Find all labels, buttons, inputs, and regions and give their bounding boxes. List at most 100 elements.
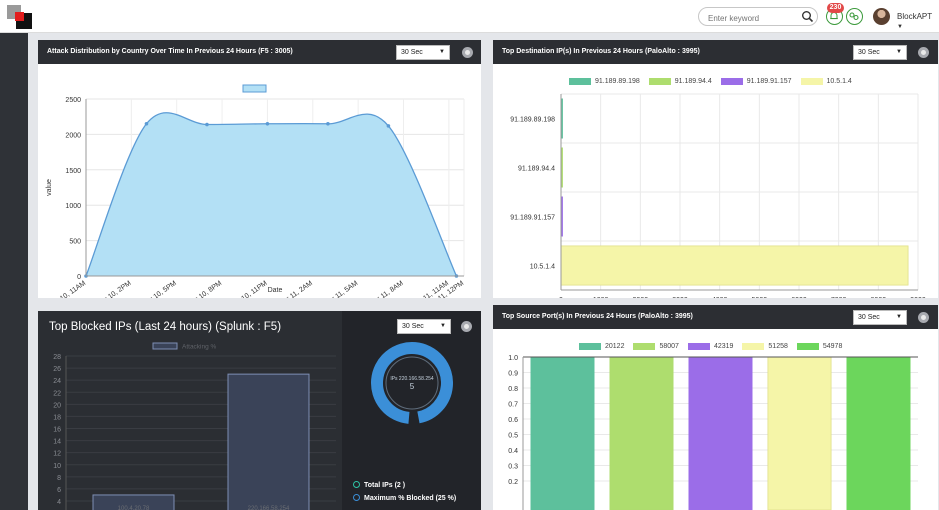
refresh-select[interactable]: 30 Sec ▼ bbox=[853, 45, 907, 60]
legend-label: 91.189.94.4 bbox=[674, 78, 712, 85]
legend-swatch bbox=[633, 343, 656, 350]
area-fill bbox=[86, 112, 457, 276]
y-tick-label: 0.9 bbox=[508, 371, 518, 378]
gear-icon[interactable] bbox=[462, 47, 473, 58]
refresh-select[interactable]: 30 Sec ▼ bbox=[396, 45, 450, 60]
bar bbox=[688, 356, 753, 510]
legend-item[interactable]: 10.5.1.4 bbox=[800, 78, 852, 85]
x-tick-label: Mar 10, 2PM bbox=[96, 280, 133, 298]
y-tick-label: 0.4 bbox=[508, 448, 518, 455]
y-tick-label: 16 bbox=[53, 427, 61, 434]
legend-swatch bbox=[579, 343, 601, 350]
y-tick-label: 0.8 bbox=[508, 386, 518, 393]
destination-bar-chart: 0 1000 2000 3000 4000 5000 6000 7000 8000 9000 91.… bbox=[510, 93, 926, 298]
x-tick-label: 8000 bbox=[871, 297, 887, 298]
x-axis-title: Date bbox=[268, 287, 283, 294]
data-point bbox=[326, 121, 330, 126]
refresh-select[interactable]: 30 Sec ▼ bbox=[853, 310, 907, 325]
total-ips-label: Total IPs (2 ) bbox=[364, 482, 406, 489]
source-port-bar-chart: 0.2 0.3 0.4 0.5 0.6 0.7 0.8 0.9 1.0 bbox=[508, 355, 918, 510]
legend-item[interactable]: 91.189.94.4 bbox=[648, 78, 712, 85]
legend-label: 42319 bbox=[713, 343, 734, 350]
panel-header: Top Destination IP(s) In Previous 24 Hou… bbox=[493, 40, 938, 64]
y-axis-title: value bbox=[46, 179, 53, 196]
y-tick-label: 0.6 bbox=[508, 417, 518, 424]
y-tick-label: 1.0 bbox=[508, 355, 518, 362]
search-input[interactable] bbox=[699, 10, 791, 27]
user-menu[interactable]: BlockAPT ▼ bbox=[897, 12, 939, 30]
x-tick-label: Mar 10, 5PM bbox=[141, 280, 178, 298]
legend-swatch bbox=[648, 78, 671, 85]
y-tick-label: 0.5 bbox=[508, 433, 518, 440]
legend-label: 91.189.91.157 bbox=[746, 78, 792, 85]
bar bbox=[846, 356, 911, 510]
legend-swatch bbox=[242, 84, 267, 93]
y-tick-label: 28 bbox=[53, 354, 61, 361]
blocked-bar-chart: 4 6 8 10 12 14 16 18 20 22 24 26 28 100.4.20.78 220.16… bbox=[53, 342, 336, 510]
search-box bbox=[698, 7, 818, 27]
legend-swatch bbox=[800, 78, 823, 85]
panel-title: Top Blocked IPs (Last 24 hours) (Splunk … bbox=[49, 321, 282, 333]
chart-legend: 91.189.89.198 91.189.94.4 91.189.91.157 10.… bbox=[569, 78, 852, 85]
y-tick-label: 2000 bbox=[65, 132, 81, 139]
bar bbox=[767, 356, 832, 510]
panel-header: Attack Distribution by Country Over Time… bbox=[38, 40, 481, 64]
x-tick-label: Mar 11, 8AM bbox=[368, 280, 405, 298]
x-tick-label: 6000 bbox=[791, 297, 807, 298]
y-tick-label: 10 bbox=[53, 463, 61, 470]
y-tick-label: 1500 bbox=[65, 168, 81, 175]
gear-icon[interactable] bbox=[918, 47, 929, 58]
legend-swatch bbox=[796, 343, 819, 350]
y-tick-label: 6 bbox=[57, 487, 61, 494]
chevron-down-icon: ▼ bbox=[440, 323, 446, 329]
legend-swatch bbox=[742, 343, 765, 350]
y-tick-label: 0.7 bbox=[508, 402, 518, 409]
app-logo[interactable] bbox=[7, 5, 33, 29]
legend-item[interactable]: 20122 bbox=[579, 343, 624, 350]
y-tick-label: 91.189.94.4 bbox=[518, 166, 555, 173]
notification-badge: 230 bbox=[827, 3, 844, 13]
avatar[interactable] bbox=[873, 8, 890, 25]
x-tick-label: 100.4.20.78 bbox=[118, 506, 150, 510]
link-icon[interactable] bbox=[846, 8, 863, 25]
data-point bbox=[386, 124, 391, 128]
chevron-down-icon: ▼ bbox=[896, 49, 902, 55]
legend-item[interactable]: 51258 bbox=[742, 343, 788, 350]
x-tick-label: Mar 10, 8PM bbox=[186, 280, 223, 298]
gear-icon[interactable] bbox=[461, 321, 472, 332]
legend-item[interactable]: 42319 bbox=[687, 343, 734, 350]
attack-distribution-panel: Attack Distribution by Country Over Time… bbox=[38, 40, 481, 298]
data-point bbox=[144, 121, 149, 126]
blocked-donut: IPs 220.166.58.254 5 bbox=[371, 342, 453, 424]
bar bbox=[92, 494, 175, 510]
chevron-down-icon: ▼ bbox=[896, 314, 902, 320]
gear-icon[interactable] bbox=[918, 312, 929, 323]
legend-item[interactable]: 91.189.89.198 bbox=[569, 78, 640, 85]
legend-item[interactable]: 58007 bbox=[633, 343, 679, 350]
refresh-value: 30 Sec bbox=[858, 314, 880, 321]
x-tick-label: 1000 bbox=[593, 297, 609, 298]
legend-label: 51258 bbox=[768, 343, 788, 350]
legend-swatch bbox=[152, 342, 178, 350]
chevron-down-icon: ▼ bbox=[897, 24, 903, 30]
donut-value: 5 bbox=[410, 382, 415, 391]
legend-item[interactable]: 54978 bbox=[796, 343, 842, 350]
sidebar bbox=[0, 33, 28, 510]
panel-title: Top Destination IP(s) In Previous 24 Hou… bbox=[502, 48, 700, 55]
y-tick-label: 0.2 bbox=[508, 479, 518, 486]
refresh-select[interactable]: 30 Sec ▼ bbox=[397, 319, 451, 334]
legend-item[interactable]: 91.189.91.157 bbox=[720, 78, 792, 85]
x-tick-label: Mar 10, 11PM bbox=[229, 280, 269, 298]
legend-swatch bbox=[720, 78, 743, 85]
y-tick-label: 0.3 bbox=[508, 464, 518, 471]
x-tick-label: Mar 11, 2AM bbox=[278, 280, 315, 298]
panel-header: Top Source Port(s) In Previous 24 Hours … bbox=[493, 305, 938, 329]
search-icon[interactable] bbox=[801, 10, 814, 23]
refresh-value: 30 Sec bbox=[858, 49, 880, 56]
legend-swatch bbox=[687, 343, 710, 350]
user-name: BlockAPT bbox=[897, 12, 932, 21]
circle-icon bbox=[353, 481, 360, 488]
y-tick-label: 26 bbox=[53, 366, 61, 373]
donut-label: IPs 220.166.58.254 bbox=[390, 376, 434, 382]
x-tick-label: 5000 bbox=[752, 297, 768, 298]
